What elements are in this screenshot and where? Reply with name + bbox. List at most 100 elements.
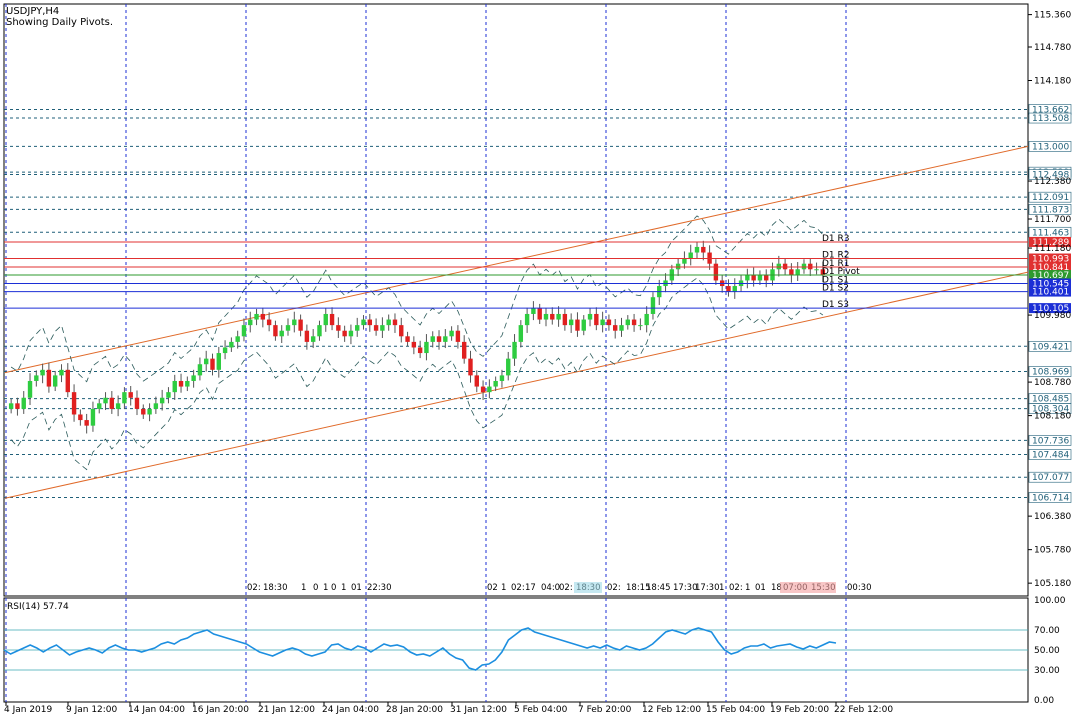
level-tag-label: 113.508: [1032, 114, 1069, 124]
candle-body: [229, 341, 234, 348]
candle-body: [15, 403, 20, 409]
candle-body: [115, 403, 121, 409]
candle-body: [336, 325, 341, 331]
subtitle: Showing Daily Pivots.: [6, 17, 113, 28]
session-label: 00:30: [847, 583, 872, 593]
rsi-tick-label: 30.00: [1034, 666, 1060, 676]
session-label: 01: [755, 583, 766, 593]
y-tick-label: 105.180: [1034, 579, 1071, 589]
candle-body: [411, 341, 417, 348]
candle-body: [789, 269, 794, 275]
candle-body: [562, 313, 568, 326]
candle-body: [122, 392, 127, 404]
candle-body: [40, 369, 45, 376]
level-tag: [1028, 112, 1072, 124]
session-label: 1: [501, 583, 506, 593]
candle-body: [254, 313, 259, 320]
candle-body: [172, 380, 177, 393]
candle-body: [745, 274, 750, 281]
y-tick-label: 106.380: [1034, 512, 1071, 522]
session-label: 04:0: [541, 583, 560, 593]
candle-body: [373, 325, 379, 331]
candle-body: [468, 358, 473, 376]
candle-body: [587, 313, 593, 320]
candle-body: [461, 341, 467, 359]
time-label: 7 Feb 20:00: [578, 705, 632, 715]
candle-body: [694, 246, 700, 253]
level-tag: [1028, 141, 1072, 152]
candle-body: [147, 408, 152, 415]
session-labels: 02:18:30101010122:3002102:1704:002:18:30…: [247, 582, 872, 593]
candle-body: [323, 313, 328, 326]
candle-body: [52, 375, 58, 387]
session-label: 01: [351, 583, 362, 593]
candle-body: [613, 325, 618, 331]
candle-body: [84, 420, 89, 426]
time-label: 21 Jan 12:00: [258, 705, 315, 715]
session-label: 17:30: [673, 583, 698, 593]
pivot-name: D1 S2: [822, 284, 849, 294]
pivot-name: D1 R2: [822, 251, 850, 261]
candle-body: [191, 375, 196, 381]
candle-body: [348, 330, 354, 337]
y-tick-label: 112.380: [1034, 177, 1071, 187]
level-tag-label: 112.498: [1032, 170, 1069, 180]
candle-body: [625, 319, 630, 326]
upper-band: [10, 215, 824, 383]
candle-body: [399, 325, 404, 337]
y-tick-label: 114.780: [1034, 43, 1071, 53]
rsi-tick-label: 100.00: [1034, 596, 1066, 606]
candle-body: [531, 308, 536, 314]
time-label: 5 Feb 04:00: [514, 705, 568, 715]
candle-body: [543, 313, 549, 320]
candle-body: [78, 414, 83, 421]
candle-body: [436, 336, 442, 342]
time-label: 12 Feb 12:00: [642, 705, 701, 715]
time-label: 9 Jan 12:00: [66, 705, 118, 715]
candle-body: [820, 269, 826, 275]
pivot-tag-label: 110.401: [1032, 288, 1069, 298]
session-label: 18:30: [263, 583, 288, 593]
pivot-tag: [1029, 236, 1071, 247]
candle-body: [701, 246, 706, 253]
session-label: 1: [301, 583, 306, 593]
time-label: 28 Jan 20:00: [386, 705, 443, 715]
level-tag: [1028, 366, 1072, 377]
symbol-label: USDJPY,H4: [6, 6, 59, 17]
candle-body: [405, 336, 410, 342]
candle-body: [556, 313, 561, 320]
pivot-name: D1 S3: [822, 300, 849, 310]
candle-body: [808, 263, 813, 270]
candle-body: [782, 263, 788, 270]
candle-body: [631, 319, 637, 326]
candle-body: [361, 319, 366, 326]
candle-body: [266, 319, 272, 326]
candle-body: [713, 263, 719, 281]
candle-body: [801, 263, 807, 270]
candle-body: [455, 330, 461, 342]
candle-body: [304, 330, 310, 342]
y-tick-label: 108.780: [1034, 378, 1071, 388]
candle-body: [449, 330, 454, 337]
pivot-tag-label: 110.545: [1032, 280, 1069, 290]
pivot-tag: [1029, 286, 1071, 297]
session-label: 02:: [729, 583, 743, 593]
level-tag: [1028, 191, 1072, 203]
price-axis: 115.360 114.780 114.180 112.380 111.700 111.1…: [1028, 11, 1071, 589]
candle-body: [675, 263, 681, 270]
candle-body: [575, 319, 580, 331]
pivot-tag-label: 110.105: [1032, 304, 1069, 314]
candle-body: [103, 397, 108, 404]
channels: [4, 145, 1029, 499]
level-tag-label: 107.077: [1032, 473, 1069, 483]
candle-body: [518, 325, 524, 342]
candles: [8, 240, 826, 434]
candle-body: [499, 375, 505, 381]
session-label: 0: [331, 583, 336, 593]
candle-body: [241, 325, 247, 337]
candle-body: [27, 380, 33, 398]
session-label: 17: [525, 583, 536, 593]
level-tag-label: 109.421: [1032, 342, 1069, 352]
candle-body: [153, 403, 159, 409]
